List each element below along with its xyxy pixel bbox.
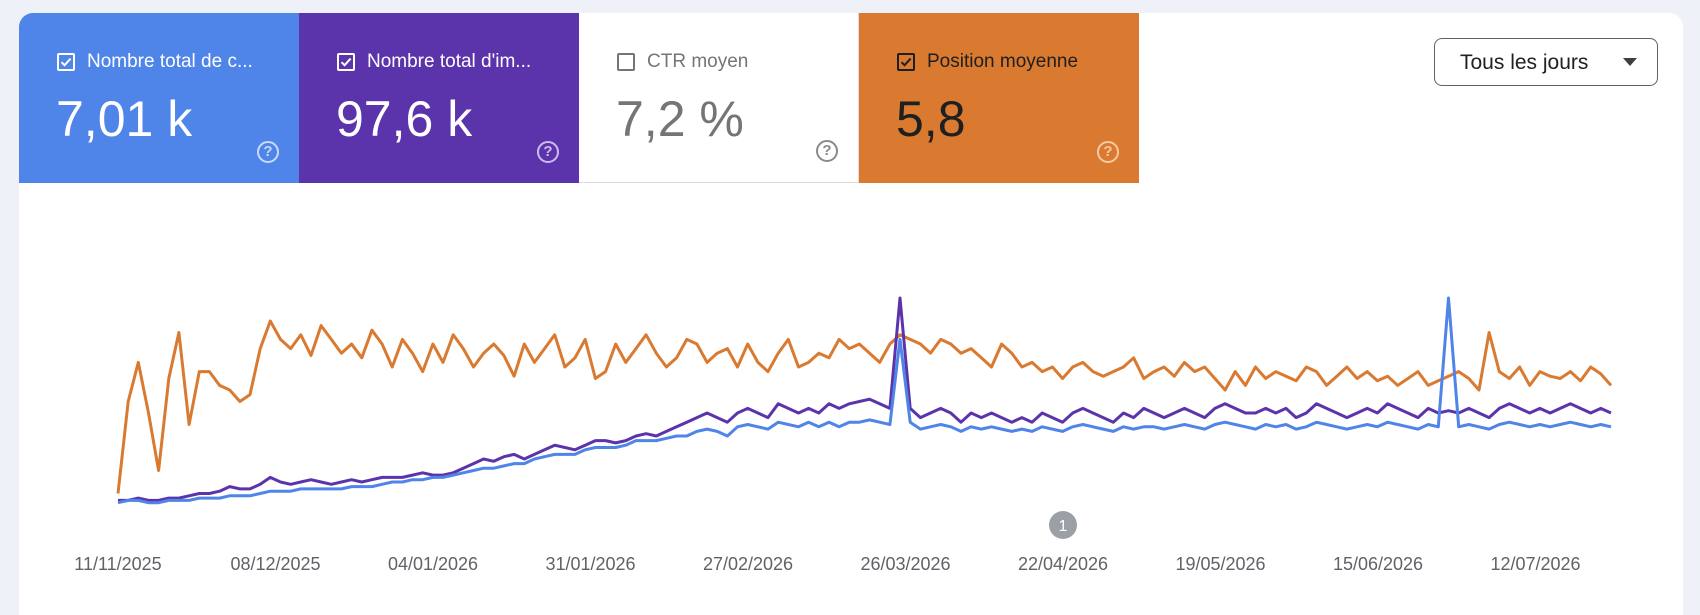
- metric-value: 97,6 k: [336, 91, 473, 147]
- metric-card-ctr[interactable]: CTR moyen 7,2 % ?: [579, 13, 859, 183]
- annotation-circle: [1049, 511, 1077, 539]
- metric-cards: Nombre total de c... 7,01 k ? Nombre tot…: [19, 13, 1139, 183]
- metric-card-position[interactable]: Position moyenne 5,8 ?: [859, 13, 1139, 183]
- help-icon[interactable]: ?: [816, 140, 838, 162]
- dropdown-arrow-icon: [1623, 58, 1637, 66]
- x-tick-label: 22/04/2026: [1018, 554, 1108, 574]
- help-icon[interactable]: ?: [257, 141, 279, 163]
- checkbox-unchecked-icon[interactable]: [617, 53, 635, 71]
- metric-card-clicks[interactable]: Nombre total de c... 7,01 k ?: [19, 13, 299, 183]
- x-tick-label: 08/12/2025: [230, 554, 320, 574]
- annotation-marker[interactable]: 1: [1049, 511, 1077, 539]
- x-tick-label: 31/01/2026: [545, 554, 635, 574]
- checkbox-checked-icon[interactable]: [57, 53, 75, 71]
- series-line-0: [116, 319, 1613, 494]
- annotation-label: 1: [1059, 518, 1068, 535]
- series-line-2: [117, 296, 1612, 505]
- period-dropdown-label: Tous les jours: [1460, 51, 1589, 74]
- x-tick-label: 04/01/2026: [388, 554, 478, 574]
- x-tick-label: 15/06/2026: [1333, 554, 1423, 574]
- help-icon[interactable]: ?: [1097, 141, 1119, 163]
- checkbox-checked-icon[interactable]: [897, 53, 915, 71]
- x-tick-label: 11/11/2025: [74, 554, 161, 574]
- performance-panel: Nombre total de c... 7,01 k ? Nombre tot…: [19, 13, 1683, 615]
- x-tick-label: 19/05/2026: [1175, 554, 1265, 574]
- period-dropdown[interactable]: Tous les jours: [1434, 38, 1658, 86]
- help-icon[interactable]: ?: [537, 141, 559, 163]
- x-tick-label: 26/03/2026: [860, 554, 950, 574]
- performance-chart: 11/11/2025 08/12/2025 04/01/2026 31/01/2026…: [74, 296, 1613, 574]
- metric-value: 5,8: [896, 91, 966, 147]
- checkbox-checked-icon[interactable]: [337, 53, 355, 71]
- series-line-1: [118, 296, 1612, 502]
- x-tick-label: 12/07/2026: [1490, 554, 1580, 574]
- metric-card-impressions[interactable]: Nombre total d'im... 97,6 k ?: [299, 13, 579, 183]
- metric-value: 7,2 %: [616, 91, 744, 147]
- metric-value: 7,01 k: [56, 91, 193, 147]
- x-tick-label: 27/02/2026: [703, 554, 793, 574]
